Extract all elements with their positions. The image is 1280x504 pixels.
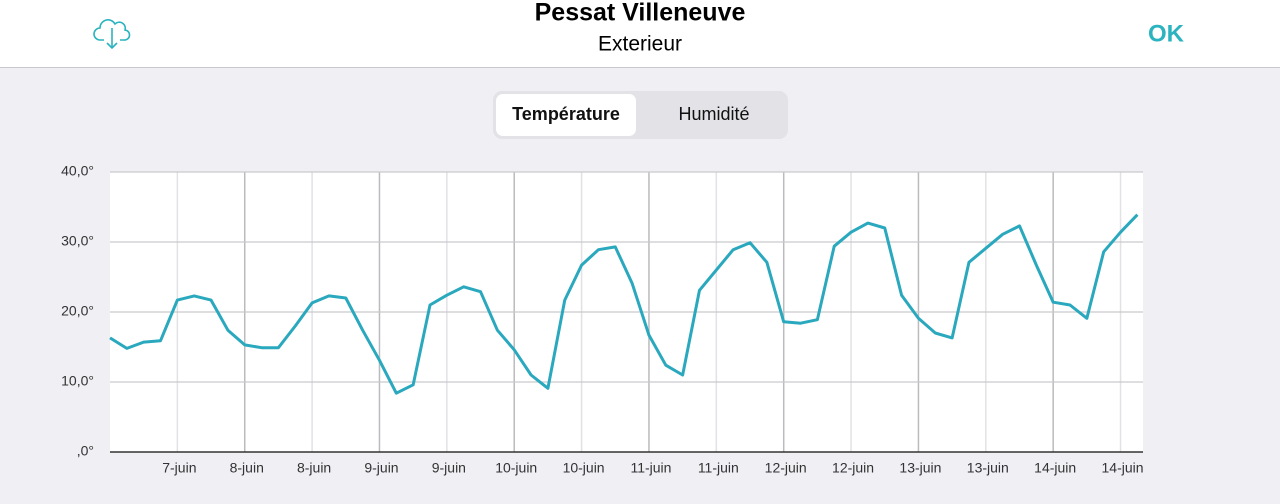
tab-label[interactable]: Température [512, 104, 620, 124]
x-tick-label: 10-juin [495, 460, 537, 476]
y-tick-label: 10,0° [61, 373, 94, 389]
x-tick-label: 7-juin [162, 460, 196, 476]
x-tick-label: 8-juin [297, 460, 331, 476]
x-tick-label: 14-juin [1034, 460, 1076, 476]
x-tick-label: 10-juin [563, 460, 605, 476]
x-tick-label: 11-juin [698, 460, 739, 476]
x-tick-label: 11-juin [630, 460, 671, 476]
x-tick-label: 13-juin [967, 460, 1009, 476]
x-tick-label: 13-juin [899, 460, 941, 476]
title: Pessat Villeneuve [535, 0, 746, 27]
x-tick-label: 9-juin [432, 460, 466, 476]
x-tick-label: 9-juin [364, 460, 398, 476]
y-tick-label: ,0° [77, 443, 94, 459]
x-tick-label: 8-juin [230, 460, 264, 476]
selected-segment[interactable] [496, 94, 636, 136]
subtitle: Exterieur [598, 33, 682, 56]
y-tick-label: 20,0° [61, 303, 94, 319]
x-tick-label: 12-juin [832, 460, 874, 476]
x-tick-label: 12-juin [765, 460, 807, 476]
x-tick-label: 14-juin [1102, 460, 1144, 476]
y-tick-label: 40,0° [61, 163, 94, 179]
y-tick-label: 30,0° [61, 233, 94, 249]
ok-button[interactable]: OK [1148, 20, 1185, 47]
tab-label[interactable]: Humidité [678, 104, 749, 124]
cloud-download-icon[interactable] [93, 19, 131, 50]
chart: 7-juin 8-juin 8-juin 9-juin 9-juin 10-juin 10-… [61, 163, 1143, 476]
temperature-line [109, 213, 1139, 395]
header [0, 0, 1280, 67]
